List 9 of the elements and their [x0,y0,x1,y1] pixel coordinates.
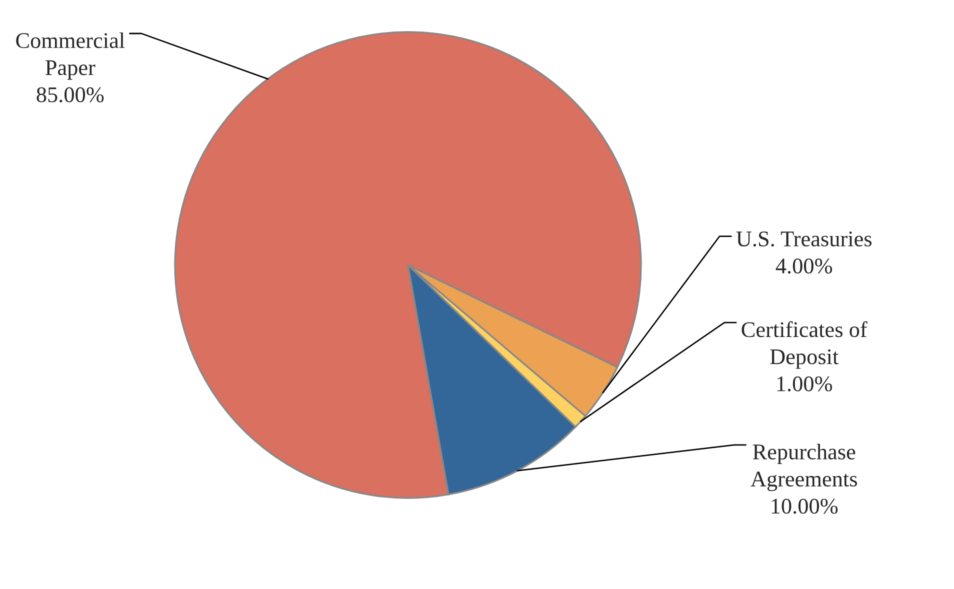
pie-slice [174,31,642,499]
slice-label: U.S. Treasuries [736,232,872,247]
data-label: 10.00% [772,498,838,514]
slice-label: Commercial Paper [16,32,125,80]
data-label: 1.00% [777,376,832,392]
slice-label: Certificates of Deposit [742,321,868,369]
data-label: 4.00% [776,258,832,274]
data-label: 85.00% [36,87,104,102]
slice-label: Repurchase Agreements [750,444,857,492]
